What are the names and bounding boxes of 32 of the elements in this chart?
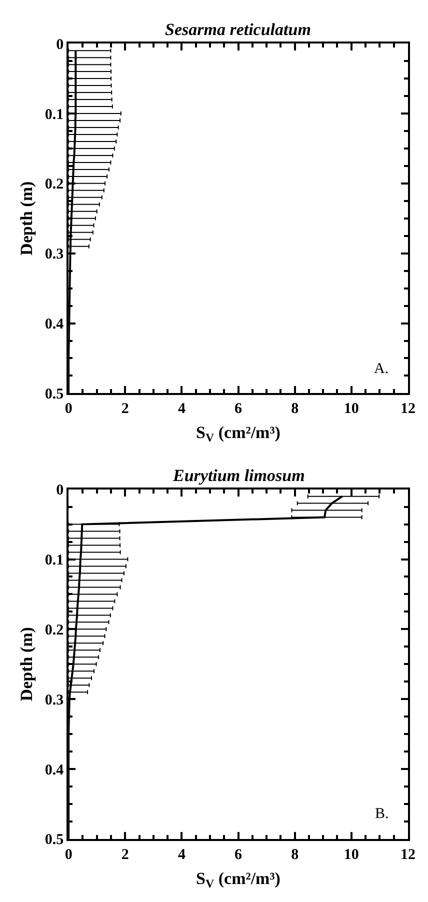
x-axis-title: S$_{V}$ (cm²/m³) bbox=[196, 868, 280, 890]
y-tick-label: 0.4 bbox=[44, 316, 64, 333]
x-tick-label: 8 bbox=[291, 401, 299, 418]
x-tick-label: 10 bbox=[344, 401, 359, 418]
x-axis-title: S$_{V}$ (cm²/m³) bbox=[196, 423, 280, 445]
x-tick-label: 12 bbox=[400, 846, 416, 863]
annotation: A. bbox=[374, 361, 389, 377]
y-tick-label: 0.1 bbox=[44, 106, 64, 123]
y-tick-label: 0.2 bbox=[44, 176, 64, 193]
y-tick-label: 0.5 bbox=[44, 832, 64, 848]
y-tick-label: 0.3 bbox=[44, 692, 64, 708]
chart-title: Sesarma reticulatum bbox=[165, 20, 311, 39]
x-tick-label: 8 bbox=[291, 846, 299, 863]
y-tick-label: 0.4 bbox=[44, 762, 64, 778]
y-tick-label: 0.5 bbox=[44, 386, 64, 402]
y-tick-label: 0 bbox=[56, 36, 64, 53]
y-tick-label: 0 bbox=[56, 482, 64, 499]
x-tick-label: 6 bbox=[234, 401, 243, 418]
annotation: B. bbox=[375, 806, 389, 822]
y-tick-label: 0.1 bbox=[44, 552, 64, 568]
x-tick-label: 2 bbox=[121, 846, 129, 863]
x-tick-label: 4 bbox=[178, 401, 186, 418]
y-tick-label: 0.3 bbox=[44, 246, 64, 263]
x-tick-label: 2 bbox=[121, 401, 129, 418]
x-tick-label: 12 bbox=[400, 401, 416, 418]
y-axis-title: Depth (m) bbox=[16, 627, 36, 702]
x-tick-label: 10 bbox=[344, 846, 359, 863]
x-tick-label: 4 bbox=[178, 846, 186, 863]
chart-title: Eurytium limosum bbox=[172, 466, 305, 485]
y-axis-title: Depth (m) bbox=[16, 181, 36, 256]
x-tick-label: 6 bbox=[234, 846, 243, 863]
y-tick-label: 0.2 bbox=[44, 622, 64, 638]
